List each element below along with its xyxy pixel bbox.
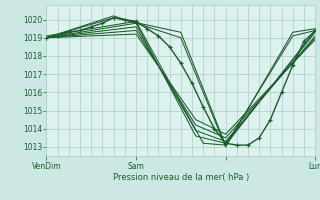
- X-axis label: Pression niveau de la mer( hPa ): Pression niveau de la mer( hPa ): [113, 173, 249, 182]
